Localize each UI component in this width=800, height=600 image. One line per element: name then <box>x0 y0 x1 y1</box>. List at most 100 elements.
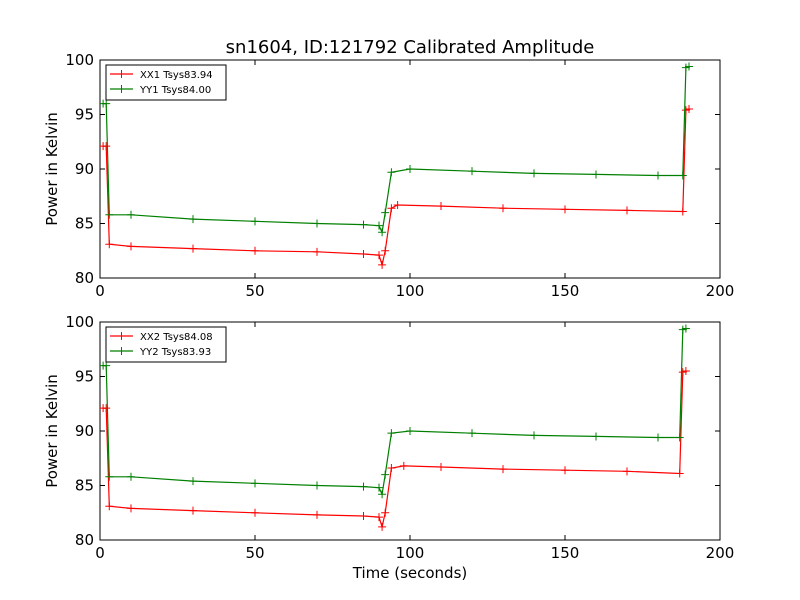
x-tick-label: 200 <box>706 282 735 300</box>
data-point <box>406 427 414 435</box>
data-point <box>105 240 114 249</box>
data-point <box>127 504 135 513</box>
data-point <box>437 202 445 211</box>
y-tick-label: 95 <box>75 106 94 124</box>
y-tick-label: 80 <box>75 531 94 549</box>
data-point <box>359 482 368 491</box>
data-point <box>499 204 507 213</box>
x-tick-label: 50 <box>245 544 264 562</box>
data-point <box>375 221 383 230</box>
data-point <box>399 461 408 470</box>
x-tick-label: 50 <box>245 282 264 300</box>
legend-box <box>105 326 227 363</box>
top-panel: 0 50 100 150 200 80 85 90 95 100 Power in Kelvin XX… <box>43 51 734 300</box>
x-tick-label: 0 <box>95 282 105 300</box>
x-tick-label: 0 <box>95 544 105 562</box>
data-point <box>592 432 600 441</box>
data-point <box>189 215 197 224</box>
data-point <box>381 508 390 517</box>
legend-label: YY1 Tsys84.00 <box>139 85 211 96</box>
data-point <box>681 367 690 376</box>
series-xx <box>100 367 690 531</box>
legend: XX1 Tsys83.94 YY1 Tsys84.00 <box>105 64 227 101</box>
data-point <box>359 250 368 259</box>
data-point <box>685 105 693 114</box>
data-point <box>678 207 687 216</box>
data-point <box>127 242 135 251</box>
data-point <box>561 205 569 214</box>
data-point <box>251 217 259 226</box>
data-point <box>189 477 197 486</box>
bottom-panel: 0 50 100 150 200 80 85 90 95 100 Power in Kelvin Ti… <box>43 313 734 582</box>
chart-title: sn1604, ID:121792 Calibrated Amplitude <box>226 37 595 58</box>
data-point <box>681 324 690 333</box>
data-point <box>468 429 476 438</box>
data-point <box>654 171 662 180</box>
data-point <box>675 469 684 478</box>
data-point <box>102 361 111 370</box>
y-tick-label: 90 <box>75 422 94 440</box>
data-point <box>678 171 687 180</box>
data-point <box>359 220 368 229</box>
data-point <box>437 462 445 471</box>
data-point <box>359 512 368 521</box>
data-point <box>127 472 135 481</box>
y-tick-label: 100 <box>65 51 94 69</box>
data-point <box>313 510 321 519</box>
data-point <box>387 168 396 177</box>
y-tick-label: 85 <box>75 215 94 233</box>
series-line <box>103 370 687 530</box>
data-point <box>102 404 111 413</box>
data-point <box>378 260 387 269</box>
data-point <box>105 502 114 511</box>
data-point <box>381 208 390 217</box>
data-point <box>381 470 390 479</box>
series-yy <box>100 324 690 499</box>
series-yy <box>100 62 693 237</box>
legend-box <box>105 64 227 101</box>
data-point <box>561 466 569 475</box>
x-axis-label: Time (seconds) <box>352 564 468 582</box>
data-point <box>189 244 197 253</box>
data-point <box>387 204 396 213</box>
x-tick-label: 150 <box>551 282 580 300</box>
y-axis-label: Power in Kelvin <box>43 112 61 226</box>
data-point <box>102 142 111 151</box>
data-point <box>468 167 476 176</box>
y-tick-label: 95 <box>75 368 94 386</box>
data-point <box>375 483 383 492</box>
data-point <box>381 246 390 255</box>
data-point <box>393 200 402 209</box>
data-point <box>105 210 114 219</box>
data-point <box>189 506 197 515</box>
data-point <box>105 472 114 481</box>
data-point <box>127 210 135 219</box>
data-point <box>378 522 387 531</box>
y-tick-label: 100 <box>65 313 94 331</box>
y-tick-label: 80 <box>75 269 94 287</box>
data-point <box>530 431 538 440</box>
data-point <box>685 62 693 71</box>
data-point <box>675 433 684 442</box>
data-point <box>378 490 387 499</box>
x-tick-label: 100 <box>396 282 425 300</box>
y-axis-label: Power in Kelvin <box>43 374 61 488</box>
series-line <box>103 108 690 268</box>
legend-label: XX1 Tsys83.94 <box>140 70 213 81</box>
data-point <box>313 481 321 490</box>
data-point <box>654 433 662 442</box>
data-point <box>251 246 259 255</box>
x-tick-label: 200 <box>706 544 735 562</box>
data-point <box>375 251 383 260</box>
data-point <box>102 99 111 108</box>
y-tick-label: 85 <box>75 477 94 495</box>
x-tick-label: 100 <box>396 544 425 562</box>
data-point <box>623 206 631 215</box>
data-point <box>313 219 321 228</box>
series-line <box>103 65 690 235</box>
series-line <box>103 327 687 497</box>
legend: XX2 Tsys84.08 YY2 Tsys83.93 <box>105 326 227 363</box>
data-point <box>499 465 507 474</box>
data-point <box>592 170 600 179</box>
